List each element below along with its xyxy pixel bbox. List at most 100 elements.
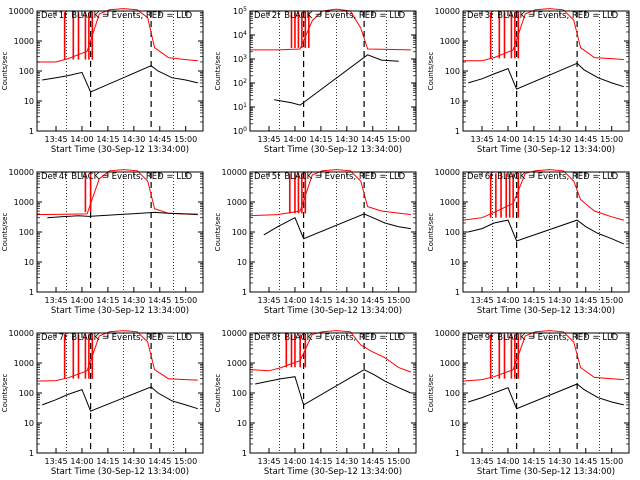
x-tick-label: 13:45 (470, 135, 493, 144)
y-tick-label: 105 (233, 6, 247, 16)
y-tick-label: 1 (29, 449, 34, 458)
detector-panel-3: 1 10 100 1000 10000 13:45 14:00 14:15 14:30 14:45… (427, 7, 630, 155)
y-tick-label: 102 (233, 78, 247, 88)
y-axis-label: Counts/sec (1, 374, 9, 413)
events-series-line (468, 383, 624, 410)
events-series-line (47, 211, 198, 219)
x-tick-label: 15:00 (174, 296, 197, 305)
y-tick-label: 1000 (227, 359, 247, 368)
x-tick-label: 14:15 (522, 457, 545, 466)
x-tick-label: 15:00 (174, 457, 197, 466)
lld-series-line (462, 330, 624, 382)
x-tick-label: 14:30 (122, 135, 145, 144)
x-axis-label: Start Time (30-Sep-12 13:34:00) (477, 467, 615, 477)
detector-panel-9: 1 10 100 1000 10000 13:45 14:00 14:15 14:30 14:45… (427, 329, 630, 477)
lld-series-line (37, 8, 198, 63)
x-tick-label: 14:00 (70, 296, 93, 305)
y-tick-label: 10 (24, 97, 34, 106)
y-tick-label: 10000 (435, 7, 460, 16)
y-tick-label: 1000 (14, 359, 34, 368)
x-tick-label: 14:00 (496, 457, 519, 466)
x-tick-label: 14:15 (96, 135, 119, 144)
x-tick-label: 14:30 (548, 296, 571, 305)
plot-frame (36, 332, 204, 454)
x-tick-label: 15:00 (600, 457, 623, 466)
x-tick-label: 14:15 (96, 296, 119, 305)
x-tick-label: 13:45 (257, 296, 280, 305)
y-tick-label: 10 (450, 258, 460, 267)
lld-series-line (462, 169, 624, 221)
x-axis-label: Start Time (30-Sep-12 13:34:00) (477, 145, 615, 155)
y-tick-label: 1000 (440, 198, 460, 207)
y-axis-label: Counts/sec (214, 52, 222, 91)
x-tick-label: 14:45 (361, 135, 384, 144)
panel-title: Det 1f BLACK = Events, RED = LLD (41, 11, 193, 21)
y-tick-label: 1 (455, 449, 460, 458)
x-tick-label: 14:45 (148, 135, 171, 144)
y-axis-label: Counts/sec (427, 52, 435, 91)
y-tick-label: 10000 (435, 329, 460, 338)
plot-frame (249, 10, 417, 132)
panel-title: Det 9f BLACK = Events, RED = LLD (467, 333, 619, 343)
y-tick-label: 103 (233, 54, 247, 64)
lld-series-line (36, 330, 198, 382)
x-axis-label: Start Time (30-Sep-12 13:34:00) (264, 306, 402, 316)
events-series-line (255, 369, 412, 406)
x-tick-label: 14:00 (496, 296, 519, 305)
y-tick-label: 100 (445, 389, 460, 398)
x-tick-label: 14:00 (283, 135, 306, 144)
y-tick-label: 10 (450, 97, 460, 106)
x-tick-label: 14:30 (335, 296, 358, 305)
x-tick-label: 13:45 (470, 457, 493, 466)
y-tick-label: 10 (24, 419, 34, 428)
panel-title: Det 2f BLACK = Events, RED = LLD (254, 11, 406, 21)
x-tick-label: 15:00 (174, 135, 197, 144)
y-tick-label: 100 (19, 67, 34, 76)
panel-title: Det 7f BLACK = Events, RED = LLD (41, 333, 193, 343)
y-tick-label: 10 (237, 419, 247, 428)
x-axis-label: Start Time (30-Sep-12 13:34:00) (264, 467, 402, 477)
x-tick-label: 13:45 (257, 457, 280, 466)
y-axis-label: Counts/sec (1, 52, 9, 91)
x-axis-label: Start Time (30-Sep-12 13:34:00) (477, 306, 615, 316)
x-tick-label: 14:15 (309, 296, 332, 305)
panel-title: Det 4f BLACK = Events, RED = LLD (41, 172, 193, 182)
y-tick-label: 10 (237, 258, 247, 267)
x-tick-label: 15:00 (387, 135, 410, 144)
x-tick-label: 14:00 (283, 457, 306, 466)
plot-frame (36, 171, 204, 293)
x-axis-label: Start Time (30-Sep-12 13:34:00) (51, 467, 189, 477)
x-tick-label: 14:45 (574, 296, 597, 305)
y-tick-label: 1000 (440, 37, 460, 46)
y-axis-label: Counts/sec (427, 213, 435, 252)
lld-series-line (463, 8, 624, 62)
plot-frame (249, 171, 417, 293)
y-tick-label: 1000 (227, 198, 247, 207)
x-axis-label: Start Time (30-Sep-12 13:34:00) (51, 145, 189, 155)
x-tick-label: 13:45 (44, 135, 67, 144)
y-tick-label: 10000 (222, 329, 247, 338)
y-tick-label: 100 (19, 389, 34, 398)
y-tick-label: 10000 (9, 7, 34, 16)
y-tick-label: 100 (19, 228, 34, 237)
plot-frame (249, 332, 417, 454)
x-tick-label: 14:15 (309, 457, 332, 466)
lld-series-line (249, 169, 411, 217)
panel-title: Det 5f BLACK = Events, RED = LLD (254, 172, 406, 182)
detector-panel-6: 1 10 100 1000 10000 13:45 14:00 14:15 14:30 14:45… (427, 168, 630, 316)
x-tick-label: 14:15 (96, 457, 119, 466)
lld-series-line (36, 169, 198, 216)
plot-frame (462, 10, 630, 132)
plot-frame (36, 10, 204, 132)
x-tick-label: 13:45 (44, 296, 67, 305)
y-tick-label: 104 (233, 30, 247, 40)
y-axis-label: Counts/sec (214, 213, 222, 252)
y-tick-label: 1000 (440, 359, 460, 368)
y-tick-label: 1 (455, 288, 460, 297)
y-tick-label: 1 (29, 288, 34, 297)
detector-panel-4: 1 10 100 1000 10000 13:45 14:00 14:15 14:30 14:45… (1, 168, 204, 316)
x-tick-label: 14:30 (122, 296, 145, 305)
x-tick-label: 14:00 (283, 296, 306, 305)
x-axis-label: Start Time (30-Sep-12 13:34:00) (51, 306, 189, 316)
